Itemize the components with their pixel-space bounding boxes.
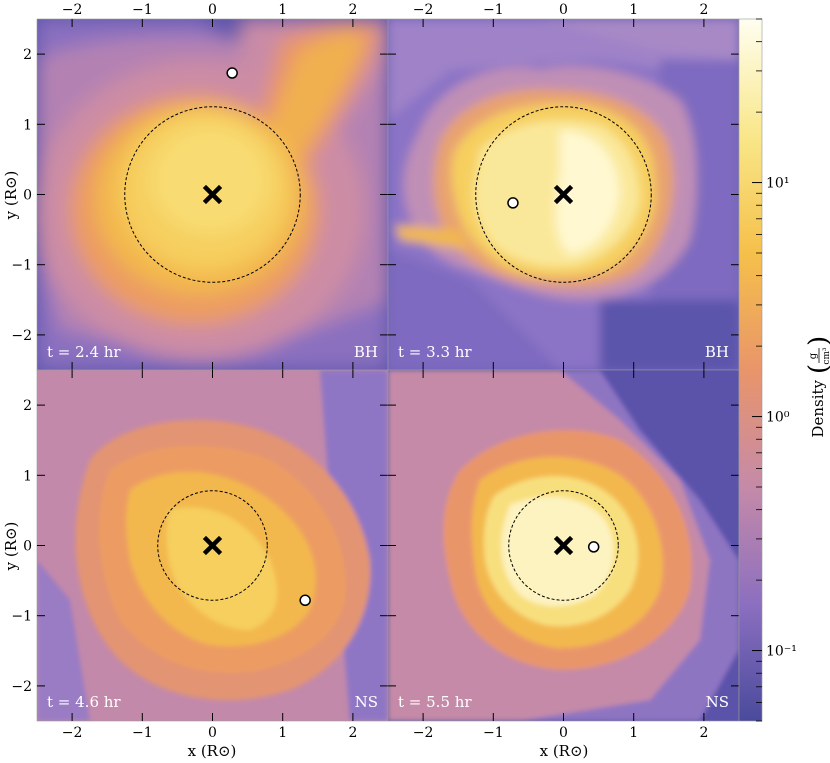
panel-3-companion-marker	[299, 594, 311, 607]
panel-2-ticks: −2 −1 0 1 2	[388, 2, 739, 370]
panel-3-boundary-circle	[157, 490, 268, 601]
y-tick-label: 1	[23, 468, 32, 484]
x-tick-label-top: 0	[208, 2, 217, 18]
panel-1-boundary-circle	[124, 106, 301, 283]
x-tick-label-bottom: 1	[278, 725, 287, 741]
panel-4-center-marker	[553, 535, 574, 556]
panel-2-center-marker	[553, 184, 574, 205]
x-tick-label-top: 2	[699, 2, 708, 18]
x-tick-label-bottom: 2	[699, 725, 708, 741]
panel-1-companion-marker	[226, 67, 238, 79]
colorbar-gradient	[739, 19, 762, 721]
colorbar-tick-label: 10¹	[766, 176, 789, 192]
y-tick-label: 0	[23, 188, 32, 204]
x-tick-label-bottom: −1	[483, 725, 504, 741]
colorbar-paren-close: )	[804, 336, 830, 346]
y-tick-label: −2	[11, 679, 32, 695]
panel-2-time-label: t = 3.3 hr	[398, 343, 472, 361]
colorbar-label: Density	[809, 379, 827, 437]
colorbar-paren-open: (	[804, 364, 830, 374]
colorbar-unit-denominator: cm³	[822, 347, 830, 365]
colorbar-unit-numerator: g	[808, 352, 819, 359]
panel-4: −2 −1 0 1 2 t = 5.5 hr NS	[387, 369, 740, 741]
x-tick-label-bottom: 2	[348, 725, 357, 741]
x-tick-label-top: 2	[348, 2, 357, 18]
y-tick-label: −2	[11, 328, 32, 344]
x-tick-label-top: −2	[62, 2, 83, 18]
panel-3-object-label: NS	[355, 693, 378, 711]
x-tick-label-bottom: −1	[132, 725, 153, 741]
panel-1-center-marker	[202, 184, 223, 205]
x-tick-label-top: −1	[132, 2, 153, 18]
x-tick-label-top: 1	[629, 2, 638, 18]
panel-1-object-label: BH	[354, 343, 378, 361]
y-tick-label: 1	[23, 117, 32, 133]
colorbar-tick-label: 10⁰	[766, 410, 790, 426]
colorbar: 10⁻¹ 10⁰ 10¹ Density ( g cm³ )	[738, 18, 830, 722]
x-tick-label-bottom: −2	[413, 725, 434, 741]
x-tick-label-bottom: 0	[208, 725, 217, 741]
colorbar-tick-label: 10⁻¹	[766, 644, 797, 660]
x-tick-label-top: 1	[278, 2, 287, 18]
panel-3: −2 −1 0 1 2 −2 −1 0 1 2 t = 4.6 hr NS	[11, 369, 389, 741]
y-tick-label: −1	[11, 258, 32, 274]
panel-2-companion-marker	[507, 197, 519, 209]
x-tick-label-bottom: 0	[559, 725, 568, 741]
panel-2-object-label: BH	[705, 343, 729, 361]
panel-4-ticks: −2 −1 0 1 2	[388, 370, 739, 741]
y-tick-label: 0	[23, 539, 32, 555]
panel-3-ticks: −2 −1 0 1 2 −2 −1 0 1 2	[11, 370, 388, 741]
colorbar-label-group: Density ( g cm³ )	[804, 336, 830, 438]
panel-4-time-label: t = 5.5 hr	[398, 693, 472, 711]
x-axis-label: x (R⊙)	[188, 742, 237, 760]
panel-2-boundary-circle	[475, 106, 652, 283]
panel-4-object-label: NS	[706, 693, 729, 711]
colorbar-frame	[738, 18, 763, 722]
x-axis-label-right: x (R⊙)	[540, 742, 589, 760]
panel-3-center-marker	[202, 535, 223, 556]
panel-1: −2 −1 0 1 2 −2 −1 0 1 2 t = 2.4 hr BH	[11, 2, 389, 371]
x-tick-label-top: −1	[483, 2, 504, 18]
panel-1-ticks: −2 −1 0 1 2 −2 −1 0 1 2	[11, 2, 388, 370]
panel-2: −2 −1 0 1 2 t = 3.3 hr BH	[387, 2, 740, 371]
y-axis-label-bottom: y (R⊙)	[2, 522, 20, 572]
panel-1-time-label: t = 2.4 hr	[47, 343, 121, 361]
y-tick-label: −1	[11, 609, 32, 625]
colorbar-ticks: 10⁻¹ 10⁰ 10¹	[752, 18, 797, 722]
x-tick-label-top: −2	[413, 2, 434, 18]
y-axis-label-top: y (R⊙)	[2, 171, 20, 221]
panel-3-time-label: t = 4.6 hr	[47, 693, 121, 711]
panel-1-density-map	[37, 19, 388, 370]
y-tick-label: 2	[23, 398, 32, 414]
x-tick-label-top: 0	[559, 2, 568, 18]
x-tick-label-bottom: 1	[629, 725, 638, 741]
panel-4-density-map	[388, 370, 739, 721]
panel-4-boundary-circle	[508, 490, 619, 601]
panel-4-companion-marker	[587, 541, 600, 553]
y-tick-label: 2	[23, 47, 32, 63]
x-tick-label-bottom: −2	[62, 725, 83, 741]
